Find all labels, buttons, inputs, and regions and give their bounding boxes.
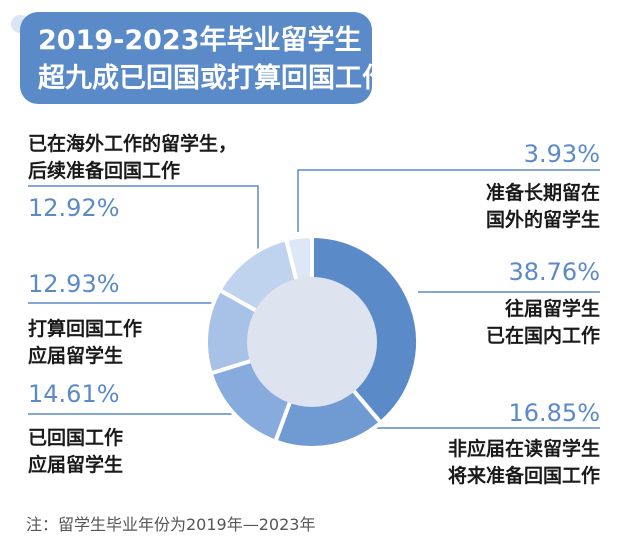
- leader-line-5: [297, 169, 600, 232]
- slice-label-4-line1: 已在海外工作的留学生，: [28, 133, 238, 155]
- slice-label-1-line2: 将来准备回国工作: [447, 465, 600, 487]
- slice-value-0: 38.76%: [508, 258, 600, 286]
- slice-label-5-line2: 国外的留学生: [485, 209, 600, 231]
- slice-value-1: 16.85%: [508, 399, 600, 427]
- slice-label-5-line1: 准备长期留在: [485, 182, 600, 204]
- title-banner: 2019-2023年毕业留学生 超九成已回国或打算回国工作: [20, 12, 389, 104]
- title-line-1: 2019-2023年毕业留学生: [38, 25, 362, 56]
- title-line-2: 超九成已回国或打算回国工作: [38, 63, 389, 94]
- slice-label-0-line2: 已在国内工作: [485, 325, 600, 347]
- slice-value-5: 3.93%: [523, 140, 600, 168]
- slice-label-3-line2: 应届留学生: [28, 345, 124, 367]
- slice-label-3-line1: 打算回国工作: [28, 318, 143, 340]
- donut-hole: [247, 277, 377, 407]
- slice-label-2-line2: 应届留学生: [28, 454, 124, 476]
- leader-line-4: [28, 185, 259, 260]
- slice-label-2-line1: 已回国工作: [28, 427, 124, 449]
- slice-label-1-line1: 非应届在读留学生: [447, 438, 600, 460]
- footnote: 注：留学生毕业年份为2019年—2023年: [26, 515, 316, 534]
- slice-value-4: 12.92%: [28, 194, 120, 222]
- slice-value-2: 14.61%: [28, 380, 120, 408]
- slice-label-0-line1: 往届留学生: [504, 298, 600, 320]
- slice-label-4-line2: 后续准备回国工作: [28, 160, 181, 182]
- slice-value-3: 12.93%: [28, 270, 120, 298]
